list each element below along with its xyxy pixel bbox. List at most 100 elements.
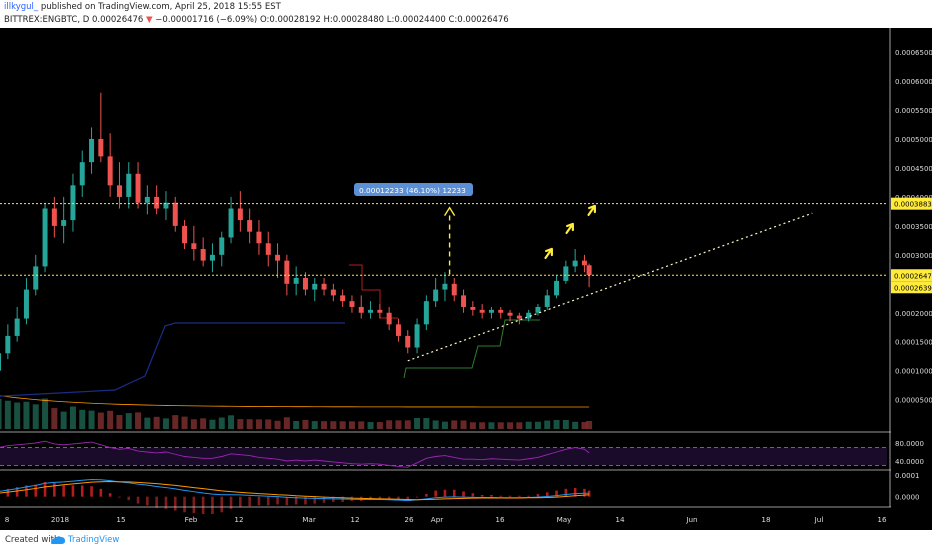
candle-body bbox=[535, 306, 541, 313]
created-with-text: Created with bbox=[5, 535, 60, 545]
time-tick-label: Jul bbox=[814, 515, 824, 524]
volume-bar bbox=[60, 411, 67, 429]
macd-histogram-bar bbox=[229, 496, 233, 509]
candle bbox=[423, 295, 429, 331]
macd-tick-label: 0.0001 bbox=[895, 472, 920, 480]
price-label-box bbox=[891, 197, 932, 210]
volume-bar bbox=[69, 406, 76, 429]
volume-bar bbox=[153, 416, 160, 429]
candle bbox=[321, 278, 327, 296]
measure-label-box bbox=[354, 183, 473, 196]
macd-pane[interactable]: 0.0001 0.0000 bbox=[0, 472, 920, 514]
macd-histogram-bar bbox=[387, 496, 391, 500]
footer-bar: Created with TradingView bbox=[0, 530, 932, 550]
candle-body bbox=[209, 254, 215, 261]
macd-histogram-bar bbox=[201, 496, 205, 514]
macd-histogram-bar bbox=[490, 494, 493, 497]
candle bbox=[302, 272, 308, 296]
candle-body bbox=[284, 260, 290, 284]
macd-histogram-bar bbox=[415, 496, 419, 498]
volume-bar bbox=[469, 422, 476, 429]
candle bbox=[219, 231, 225, 267]
volume-bar bbox=[358, 421, 365, 429]
time-tick-label: Apr bbox=[431, 515, 443, 524]
candle-body bbox=[302, 278, 308, 290]
author-link[interactable]: illkygul_ bbox=[4, 2, 39, 12]
ohlc-line: BITTREX:ENGBTC, D 0.00026476 ▼ −0.000017… bbox=[4, 14, 509, 26]
candle bbox=[107, 133, 113, 197]
candle-body bbox=[51, 208, 57, 226]
candle-body bbox=[451, 283, 457, 296]
macd-histogram-bar bbox=[15, 487, 19, 497]
time-tick-label: Mar bbox=[302, 515, 316, 524]
macd-histogram-bar bbox=[248, 496, 251, 507]
candle bbox=[256, 220, 262, 255]
macd-histogram-bar bbox=[294, 496, 298, 505]
price-label: 0.00038834 bbox=[891, 197, 932, 210]
candle bbox=[312, 278, 318, 302]
price-label-text: 0.00038834 bbox=[894, 201, 932, 209]
publish-line: illkygul_ published on TradingView.com, … bbox=[4, 1, 281, 13]
candle bbox=[126, 162, 132, 209]
macd-histogram-bar bbox=[136, 496, 140, 504]
candle-body bbox=[581, 260, 587, 266]
published-text: published on TradingView.com, April 25, … bbox=[40, 2, 281, 12]
brand-link[interactable]: TradingView bbox=[68, 535, 120, 545]
candle bbox=[237, 191, 243, 232]
candle-body bbox=[116, 185, 122, 197]
low-label: L: bbox=[386, 15, 395, 25]
volume-bar bbox=[507, 422, 514, 429]
volume-bar bbox=[42, 398, 49, 429]
volume-bar bbox=[293, 420, 300, 429]
macd-histogram-bar bbox=[508, 495, 512, 497]
candle bbox=[535, 304, 541, 316]
candle bbox=[51, 196, 57, 238]
candle-body bbox=[498, 309, 504, 313]
volume-bar bbox=[32, 404, 39, 429]
candle-body bbox=[172, 202, 178, 226]
macd-histogram-bar bbox=[118, 496, 121, 498]
candle-body bbox=[247, 220, 253, 232]
rsi-pane[interactable]: 80.0000 40.0000 bbox=[0, 440, 924, 471]
time-axis[interactable]: 8 2018 15 Feb 12 Mar 12 26 Apr 16 May 14 Jun 18 Jul 16 bbox=[5, 515, 887, 524]
macd-histogram-bar bbox=[304, 496, 307, 505]
price-label-text: 0.00026393 bbox=[894, 284, 932, 292]
candle-body bbox=[563, 266, 569, 281]
macd-histogram-bar bbox=[43, 481, 47, 497]
up-arrow-icon bbox=[544, 247, 553, 260]
volume-bar bbox=[367, 422, 374, 429]
candle bbox=[70, 173, 76, 232]
volume-bar bbox=[586, 420, 593, 429]
candle bbox=[265, 231, 271, 267]
up-arrow-icon bbox=[565, 222, 574, 235]
high-value: 0.00028480 bbox=[332, 15, 385, 25]
macd-histogram-bar bbox=[425, 494, 428, 497]
macd-histogram-bar bbox=[313, 496, 317, 504]
candle-body bbox=[219, 237, 225, 255]
time-tick-label: May bbox=[557, 515, 573, 524]
volume-bar bbox=[265, 419, 272, 429]
volume-bar bbox=[97, 412, 104, 429]
chart-header: illkygul_ published on TradingView.com, … bbox=[0, 0, 932, 28]
candle-body bbox=[70, 185, 76, 221]
candle-body bbox=[144, 196, 150, 203]
volume-bar bbox=[321, 421, 328, 429]
price-label: 0.00026476 bbox=[891, 269, 932, 282]
macd-histogram-bar bbox=[406, 496, 410, 501]
volume-ma-line bbox=[0, 395, 590, 408]
change-value: −0.00001716 (−6.09%) bbox=[155, 15, 258, 25]
volume-bar bbox=[116, 414, 123, 429]
candle-body bbox=[237, 208, 243, 221]
candle-body bbox=[479, 309, 485, 313]
volume-bar bbox=[516, 422, 523, 429]
volume-bar bbox=[330, 421, 337, 429]
volume-bar bbox=[562, 419, 569, 429]
up-arrow-shape bbox=[587, 204, 596, 217]
time-tick-label: 2018 bbox=[51, 515, 70, 524]
